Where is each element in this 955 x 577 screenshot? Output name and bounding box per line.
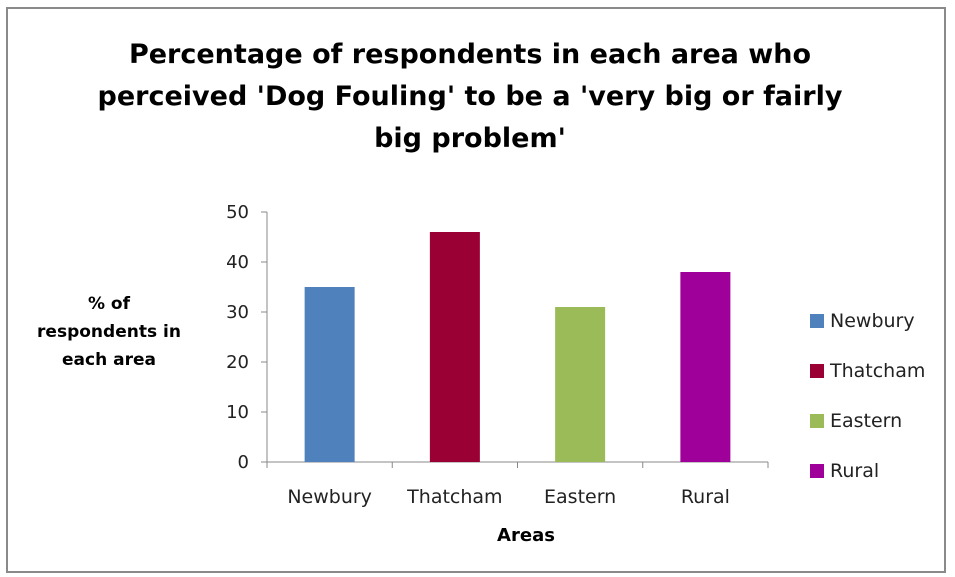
- legend-item-rural: Rural: [810, 446, 925, 496]
- legend-label-eastern: Eastern: [830, 410, 902, 432]
- legend-label-newbury: Newbury: [830, 310, 915, 332]
- legend-item-thatcham: Thatcham: [810, 346, 925, 396]
- x-tick-label-rural: Rural: [681, 486, 730, 508]
- bar-eastern: [555, 307, 605, 462]
- x-tick-label-newbury: Newbury: [287, 486, 372, 508]
- legend-swatch-thatcham: [810, 364, 824, 378]
- x-tick-label-eastern: Eastern: [544, 486, 616, 508]
- bar-thatcham: [430, 232, 480, 462]
- bar-newbury: [305, 287, 355, 462]
- legend: Newbury Thatcham Eastern Rural: [810, 296, 925, 496]
- legend-swatch-rural: [810, 464, 824, 478]
- legend-item-newbury: Newbury: [810, 296, 925, 346]
- y-tick-label: 20: [226, 352, 249, 373]
- y-tick-label: 0: [238, 452, 249, 473]
- legend-swatch-eastern: [810, 414, 824, 428]
- legend-label-rural: Rural: [830, 460, 879, 482]
- y-tick-label: 10: [226, 402, 249, 423]
- x-tick-label-thatcham: Thatcham: [406, 486, 502, 508]
- legend-label-thatcham: Thatcham: [830, 360, 925, 382]
- legend-item-eastern: Eastern: [810, 396, 925, 446]
- y-tick-label: 40: [226, 252, 249, 273]
- bar-rural: [680, 272, 730, 462]
- legend-swatch-newbury: [810, 314, 824, 328]
- y-tick-label: 50: [226, 202, 249, 223]
- y-tick-label: 30: [226, 302, 249, 323]
